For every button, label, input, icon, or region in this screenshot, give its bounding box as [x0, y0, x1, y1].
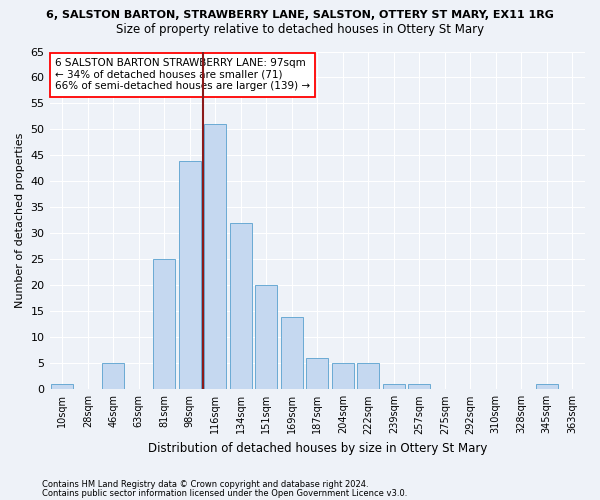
- Bar: [205, 124, 226, 390]
- Bar: [256, 286, 277, 390]
- Text: Contains HM Land Registry data © Crown copyright and database right 2024.: Contains HM Land Registry data © Crown c…: [42, 480, 368, 489]
- Bar: [307, 358, 328, 390]
- Text: Contains public sector information licensed under the Open Government Licence v3: Contains public sector information licen…: [42, 488, 407, 498]
- Bar: [358, 364, 379, 390]
- Bar: [154, 260, 175, 390]
- Bar: [536, 384, 557, 390]
- Bar: [383, 384, 404, 390]
- Text: Size of property relative to detached houses in Ottery St Mary: Size of property relative to detached ho…: [116, 22, 484, 36]
- Y-axis label: Number of detached properties: Number of detached properties: [15, 132, 25, 308]
- Bar: [52, 384, 73, 390]
- Text: 6, SALSTON BARTON, STRAWBERRY LANE, SALSTON, OTTERY ST MARY, EX11 1RG: 6, SALSTON BARTON, STRAWBERRY LANE, SALS…: [46, 10, 554, 20]
- Bar: [281, 316, 302, 390]
- Bar: [103, 364, 124, 390]
- Text: 6 SALSTON BARTON STRAWBERRY LANE: 97sqm
← 34% of detached houses are smaller (71: 6 SALSTON BARTON STRAWBERRY LANE: 97sqm …: [55, 58, 310, 92]
- Bar: [179, 160, 200, 390]
- Bar: [230, 223, 251, 390]
- Bar: [332, 364, 353, 390]
- X-axis label: Distribution of detached houses by size in Ottery St Mary: Distribution of detached houses by size …: [148, 442, 487, 455]
- Bar: [409, 384, 430, 390]
